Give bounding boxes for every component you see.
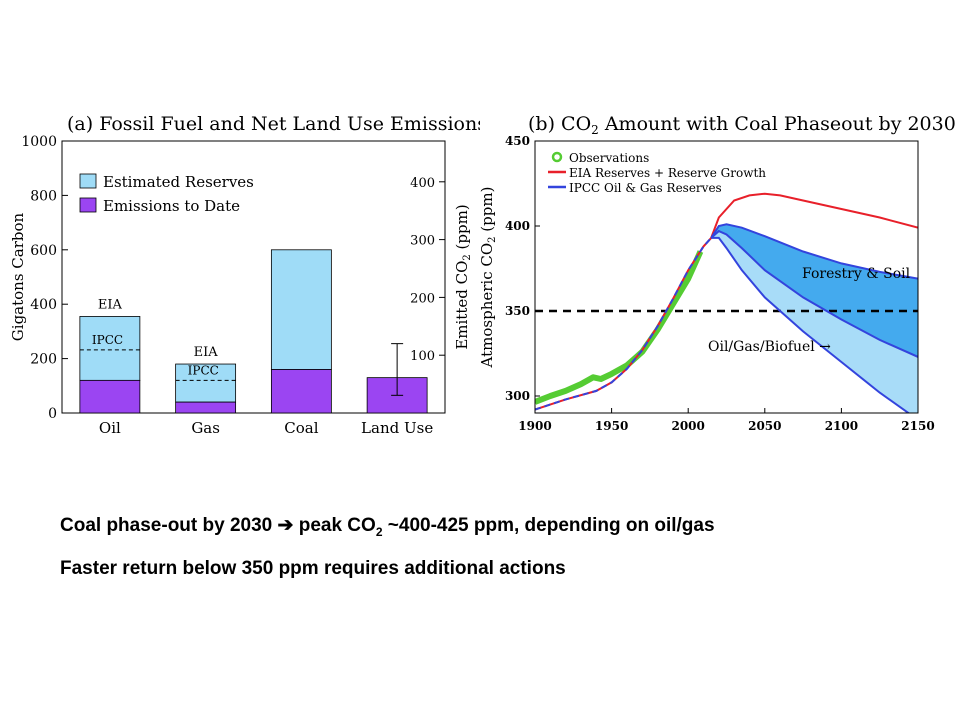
chart-a-title: (a) Fossil Fuel and Net Land Use Emissio… <box>67 113 480 135</box>
chart-b-ylabel-text: Atmospheric CO <box>480 243 496 369</box>
caption-1-start: Coal phase-out by 2030 <box>60 515 278 536</box>
chart-b-axes: 1900 1950 2000 2050 2100 2150 300 350 400 450 <box>505 134 935 433</box>
x-tick-label: 2100 <box>825 419 858 433</box>
base-line-ipcc <box>535 237 712 411</box>
y-tick-label: 600 <box>30 243 57 259</box>
y-tick-label: 450 <box>505 134 530 148</box>
chart-b-legend: Observations EIA Reserves + Reserve Grow… <box>548 151 766 195</box>
chart-a-ylabel-right: Emitted CO2 (ppm) <box>453 204 473 349</box>
bar-emissions <box>270 369 332 414</box>
y-right-tick-label: 400 <box>410 176 435 191</box>
chart-b-lines <box>535 192 918 413</box>
chart-a-bars <box>79 249 428 414</box>
observations-line <box>535 250 704 405</box>
x-tick-label: 1900 <box>518 419 551 433</box>
legend-label-observations: Observations <box>569 151 649 165</box>
chart-a-left-axis: 0 200 400 600 800 1000 <box>21 134 68 422</box>
chart-a-category-labels: Oil Gas Coal Land Use <box>99 419 433 437</box>
y-tick-label: 400 <box>30 297 57 313</box>
category-label: Gas <box>191 419 220 437</box>
caption-line-2: Faster return below 350 ppm requires add… <box>60 558 566 579</box>
x-tick-label: 2000 <box>671 419 704 433</box>
chart-b-title-sub: 2 <box>591 123 599 137</box>
bar-reserves <box>270 249 332 370</box>
chart-b: (b) CO2 Amount with Coal Phaseout by 203… <box>480 113 956 433</box>
forestry-soil-band <box>711 224 918 357</box>
caption-1-end: ~400-425 ppm, depending on oil/gas <box>382 515 715 536</box>
y-tick-label: 400 <box>505 219 530 233</box>
legend-obs-marker <box>551 151 563 163</box>
ipcc-mid-line <box>710 229 918 358</box>
y-tick-label: 0 <box>48 406 57 422</box>
y-right-tick-label: 200 <box>410 291 435 306</box>
chart-b-ylabel-unit: (ppm) <box>480 187 496 237</box>
ipcc-lower-line <box>711 236 911 413</box>
chart-a-ylabel: Gigatons Carbon <box>9 212 27 341</box>
chart-a-ylabel-right-unit: (ppm) <box>453 204 471 254</box>
y-tick-label: 350 <box>505 304 530 318</box>
chart-b-oilgas-label: Oil/Gas/Biofuel → <box>708 339 831 355</box>
chart-b-title-rest: Amount with Coal Phaseout by 2030 <box>599 113 956 135</box>
chart-b-title-text: (b) CO <box>528 113 591 135</box>
caption-1-subscript: 2 <box>375 524 383 539</box>
base-line-eia <box>535 237 712 411</box>
legend-swatch-emissions <box>79 197 97 213</box>
annotation-label: IPCC <box>92 333 123 347</box>
legend-label-ipcc: IPCC Oil & Gas Reserves <box>569 181 722 195</box>
chart-a-ylabel-right-text: Emitted CO <box>453 261 471 350</box>
legend-label-eia: EIA Reserves + Reserve Growth <box>569 166 766 180</box>
oil-gas-biofuel-band <box>711 231 918 413</box>
caption-line-1: Coal phase-out by 2030 ➔ peak CO2 ~400-4… <box>60 514 715 539</box>
chart-a-right-axis: 100 200 300 400 <box>410 176 445 364</box>
chart-b-areas <box>711 224 918 413</box>
y-tick-label: 300 <box>505 389 530 403</box>
bar-reserves <box>175 363 237 403</box>
chart-a: (a) Fossil Fuel and Net Land Use Emissio… <box>9 113 480 437</box>
category-label: Oil <box>99 419 121 437</box>
chart-a-legend: Estimated Reserves Emissions to Date <box>79 173 254 215</box>
y-right-tick-label: 300 <box>410 234 435 249</box>
bar-emissions <box>175 401 237 414</box>
chart-a-annotations: EIA IPCC EIA IPCC <box>79 297 236 381</box>
legend-swatch-reserves <box>79 173 97 189</box>
x-tick-label: 2050 <box>748 419 781 433</box>
category-label: Coal <box>284 419 318 437</box>
x-tick-label: 1950 <box>595 419 628 433</box>
chart-a-ylabel-right-sub: 2 <box>462 254 473 260</box>
y-tick-label: 1000 <box>21 134 57 150</box>
caption-1-mid: peak CO <box>293 515 376 536</box>
y-tick-label: 800 <box>30 188 57 204</box>
x-tick-label: 2150 <box>901 419 934 433</box>
eia-scenario-line <box>710 192 918 239</box>
arrow-icon: ➔ <box>277 515 294 536</box>
chart-b-forestry-label: Forestry & Soil <box>802 266 911 282</box>
chart-b-ylabel: Atmospheric CO2 (ppm) <box>480 187 498 369</box>
category-label: Land Use <box>361 419 433 437</box>
y-tick-label: 200 <box>30 352 57 368</box>
annotation-label: EIA <box>194 345 219 360</box>
ipcc-upper-line <box>710 223 918 280</box>
annotation-label: IPCC <box>188 363 219 377</box>
chart-a-plot-frame <box>61 140 446 414</box>
bar-reserves <box>79 316 141 381</box>
bar-emissions <box>79 379 141 414</box>
legend-label-emissions: Emissions to Date <box>103 197 240 215</box>
chart-b-plot-frame <box>534 140 919 414</box>
chart-b-ylabel-sub: 2 <box>487 236 498 242</box>
legend-label-reserves: Estimated Reserves <box>103 173 254 191</box>
chart-b-title: (b) CO2 Amount with Coal Phaseout by 203… <box>528 113 956 137</box>
annotation-label: EIA <box>98 297 123 312</box>
y-right-tick-label: 100 <box>410 349 435 364</box>
